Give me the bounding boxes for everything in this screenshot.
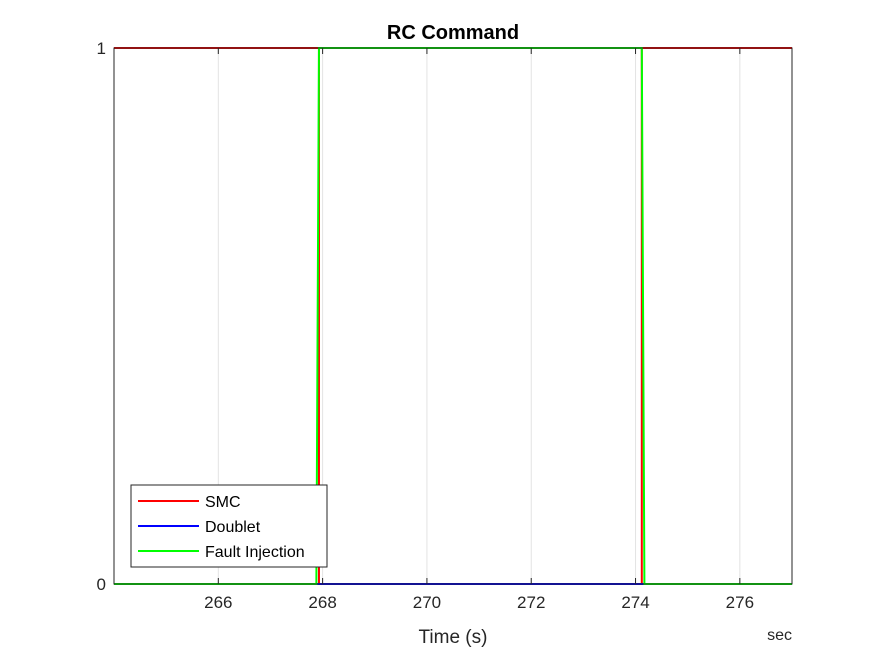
x-tick-label: 272 — [517, 593, 545, 612]
x-tick-label: 270 — [413, 593, 441, 612]
plot-frame — [113, 47, 793, 585]
legend: SMC Doublet Fault Injection — [130, 484, 328, 568]
y-tick-label: 1 — [97, 39, 106, 58]
x-axis-label: Time (s) — [419, 627, 488, 648]
legend-entry-label: SMC — [205, 494, 241, 511]
x-tick-label: 274 — [621, 593, 649, 612]
x-tick-label: 266 — [204, 593, 232, 612]
legend-entry-label: Fault Injection — [205, 544, 305, 561]
legend-entry-label: Doublet — [205, 519, 261, 536]
x-tick-label: 276 — [726, 593, 754, 612]
x-tick-label: 268 — [308, 593, 336, 612]
tick-layer: 266 268 270 272 274 276 0 1 — [97, 39, 755, 612]
x-axis-unit: sec — [767, 627, 792, 644]
y-tick-label: 0 — [97, 575, 106, 594]
chart-title: RC Command — [387, 22, 519, 44]
grid-lines — [217, 48, 741, 584]
